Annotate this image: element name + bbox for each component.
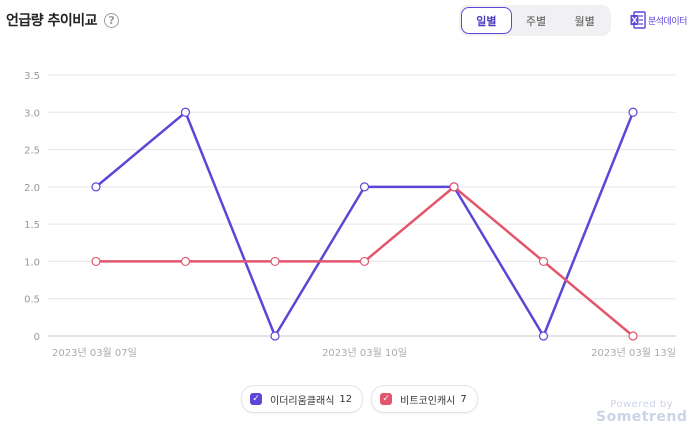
tab-weekly[interactable]: 주별 bbox=[525, 14, 547, 28]
y-tick-label: 2.0 bbox=[24, 183, 40, 194]
data-point-series-1 bbox=[270, 331, 280, 341]
checkbox-checked-icon[interactable]: ✓ bbox=[250, 393, 262, 405]
brand-logo-text: Sometrend bbox=[596, 409, 688, 425]
y-tick-label: 3.0 bbox=[24, 108, 40, 119]
line-chart: 0 0.5 1.0 1.5 2.0 2.5 3.0 3.5 2023년 03월 07일 2023년… bbox=[24, 71, 676, 359]
chart-header: 언급량 추이비교 ? bbox=[6, 10, 120, 30]
export-data-button[interactable]: 분석데이터 bbox=[630, 11, 687, 29]
x-tick-label: 2023년 03월 07일 bbox=[52, 347, 137, 359]
legend-count: 12 bbox=[339, 393, 353, 405]
y-tick-label: 1.5 bbox=[24, 220, 40, 231]
page-title: 언급량 추이비교 bbox=[6, 13, 98, 29]
export-data-label: 분석데이터 bbox=[648, 16, 687, 27]
legend-label: 비트코인캐시 bbox=[400, 395, 456, 407]
y-tick-label: 0 bbox=[34, 332, 40, 343]
y-tick-label: 1.0 bbox=[24, 257, 40, 268]
data-point-series-1 bbox=[628, 107, 638, 117]
excel-icon bbox=[630, 11, 646, 29]
data-point-series-1 bbox=[538, 331, 549, 341]
legend-label: 이더리움클래식 bbox=[270, 395, 335, 407]
checkbox-checked-icon[interactable]: ✓ bbox=[380, 393, 393, 405]
help-icon[interactable]: ? bbox=[104, 12, 120, 28]
y-tick-label: 0.5 bbox=[24, 295, 40, 306]
legend-item-series-2[interactable]: ✓ 비트코인캐시 7 bbox=[371, 385, 478, 413]
x-tick-label: 2023년 03월 10일 bbox=[322, 347, 407, 359]
legend-count: 7 bbox=[460, 393, 467, 405]
data-point-series-2 bbox=[628, 331, 638, 341]
data-point-series-2 bbox=[91, 256, 101, 267]
y-tick-label: 3.5 bbox=[24, 71, 40, 82]
data-point-series-2 bbox=[359, 256, 370, 267]
legend-item-series-1[interactable]: ✓ 이더리움클래식 12 bbox=[241, 385, 364, 413]
powered-by-watermark: Powered by Sometrend bbox=[596, 399, 687, 425]
period-tabs: 일별 주별 월별 bbox=[459, 5, 611, 36]
data-point-series-1 bbox=[359, 182, 370, 192]
powered-by-text: Powered by bbox=[610, 399, 674, 410]
data-point-series-1 bbox=[180, 107, 191, 117]
tab-daily[interactable]: 일별 bbox=[461, 7, 512, 34]
tab-monthly[interactable]: 월별 bbox=[574, 14, 595, 28]
x-tick-label: 2023년 03월 13일 bbox=[591, 347, 676, 359]
data-point-series-2 bbox=[538, 256, 549, 267]
data-point-series-2 bbox=[270, 256, 280, 267]
data-point-series-2 bbox=[180, 256, 191, 267]
y-tick-label: 2.5 bbox=[24, 146, 40, 157]
chart-legend: ✓ 이더리움클래식 12 ✓ 비트코인캐시 7 bbox=[241, 385, 478, 413]
data-point-series-1 bbox=[91, 182, 101, 192]
data-point-series-2 bbox=[449, 182, 459, 192]
